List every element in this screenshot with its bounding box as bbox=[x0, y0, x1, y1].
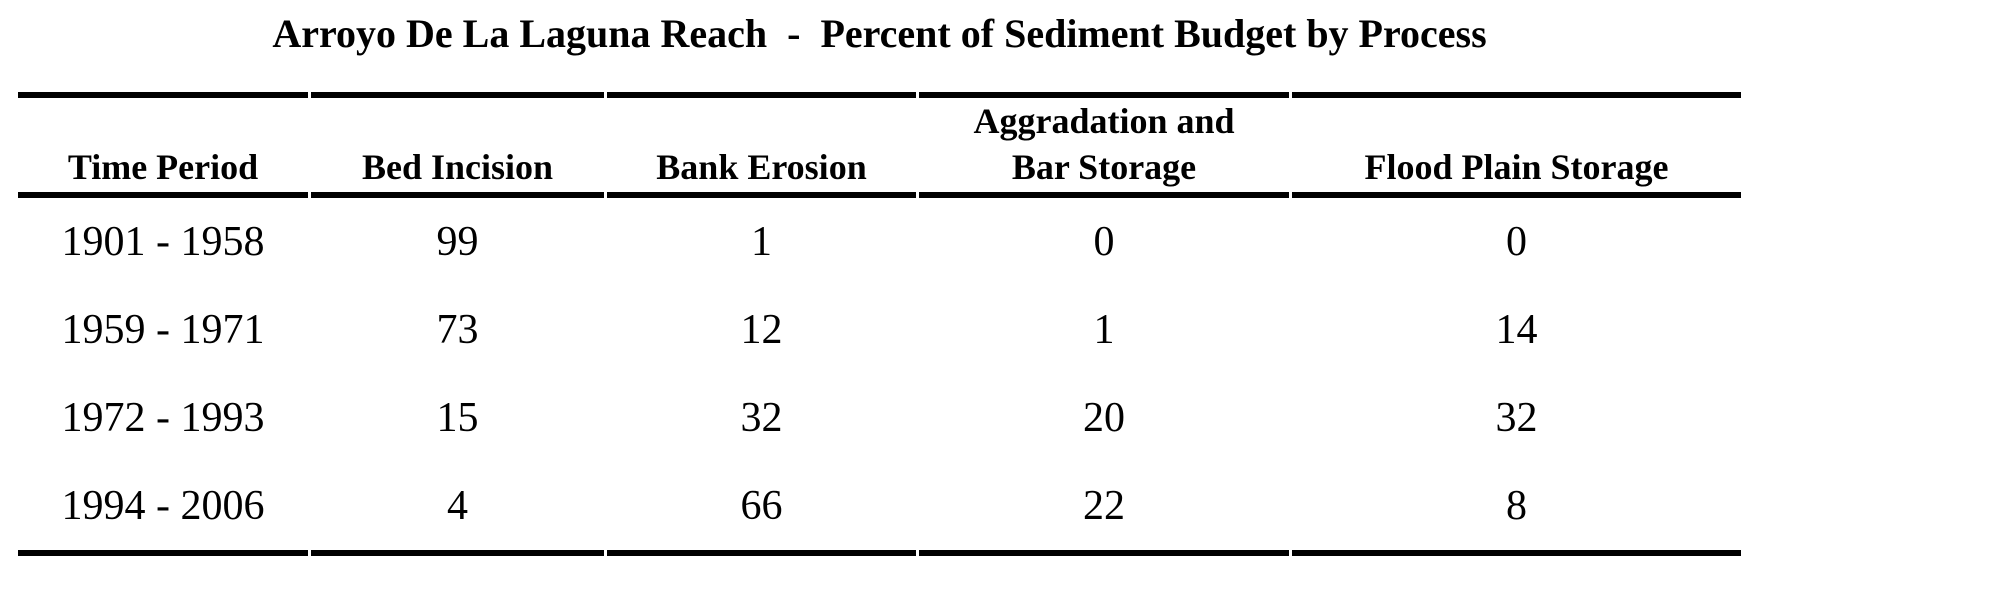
cell-bed-incision: 4 bbox=[311, 462, 604, 556]
col-header-aggradation-bar-storage: Aggradation and Bar Storage bbox=[919, 92, 1289, 198]
cell-aggradation-bar-storage: 22 bbox=[919, 462, 1289, 556]
cell-bank-erosion: 32 bbox=[740, 395, 783, 441]
cell-aggradation-bar-storage: 20 bbox=[1083, 395, 1125, 441]
cell-bed-incision: 15 bbox=[436, 395, 479, 441]
cell-bank-erosion: 12 bbox=[740, 307, 783, 353]
sediment-budget-table: Time Period Bed Incision Bank Erosion Ag… bbox=[15, 92, 1744, 556]
cell-time-period: 1972 - 1993 bbox=[61, 395, 265, 441]
table-row: 1901 - 1958 99 1 0 0 bbox=[18, 198, 1741, 286]
col-header-bank-erosion: Bank Erosion bbox=[607, 92, 916, 198]
cell-bank-erosion: 66 bbox=[607, 462, 916, 556]
table-title: Arroyo De La Laguna Reach - Percent of S… bbox=[272, 11, 1487, 56]
col-header-time-period: Time Period bbox=[18, 92, 308, 198]
cell-flood-plain-storage: 14 bbox=[1495, 307, 1538, 353]
table-row: 1972 - 1993 15 32 20 32 bbox=[18, 374, 1741, 462]
cell-flood-plain-storage: 8 bbox=[1292, 462, 1741, 556]
cell-flood-plain-storage: 32 bbox=[1495, 395, 1538, 441]
cell-flood-plain-storage: 0 bbox=[1506, 219, 1527, 265]
cell-time-period: 1901 - 1958 bbox=[61, 219, 265, 265]
cell-bank-erosion: 1 bbox=[751, 219, 772, 265]
cell-aggradation-bar-storage: 1 bbox=[1093, 307, 1115, 353]
header-row: Time Period Bed Incision Bank Erosion Ag… bbox=[18, 92, 1741, 198]
cell-time-period: 1959 - 1971 bbox=[61, 307, 265, 353]
col-header-bed-incision: Bed Incision bbox=[311, 92, 604, 198]
cell-bed-incision: 99 bbox=[436, 219, 479, 265]
cell-aggradation-bar-storage: 0 bbox=[1093, 219, 1115, 265]
cell-bed-incision: 73 bbox=[436, 307, 479, 353]
table-row: 1994 - 2006 4 66 22 8 bbox=[18, 462, 1741, 556]
col-header-flood-plain-storage: Flood Plain Storage bbox=[1292, 92, 1741, 198]
table-row: 1959 - 1971 73 12 1 14 bbox=[18, 286, 1741, 374]
cell-time-period: 1994 - 2006 bbox=[18, 462, 308, 556]
